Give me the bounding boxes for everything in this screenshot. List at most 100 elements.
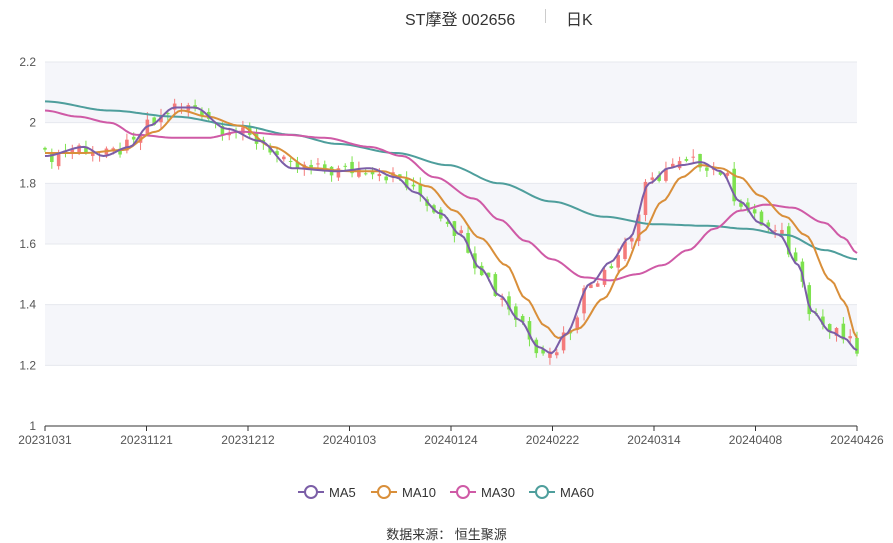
candle-body	[316, 163, 320, 165]
candle-body	[479, 265, 484, 276]
grid-band	[45, 183, 857, 244]
candle-body	[786, 226, 791, 255]
candle-body	[664, 168, 668, 181]
candle-body	[77, 145, 81, 154]
candle-body	[84, 147, 88, 153]
candle-body	[343, 165, 348, 167]
candle-body	[227, 134, 232, 136]
legend-label-ma60: MA60	[560, 484, 594, 500]
candle-body	[541, 349, 545, 354]
x-tick-label: 20240314	[627, 433, 681, 447]
candle-body	[50, 152, 54, 163]
candle-body	[418, 183, 423, 195]
legend-item-ma30[interactable]: MA30	[450, 482, 515, 502]
candle-body	[855, 337, 859, 354]
candle-body	[841, 323, 846, 340]
chart-title-bar: ST摩登 002656 日K	[0, 6, 893, 29]
candle-body	[609, 266, 614, 269]
candle-body	[698, 153, 702, 168]
candle-body	[650, 177, 655, 180]
candle-body	[636, 214, 641, 242]
legend-label-ma5: MA5	[329, 484, 356, 500]
candle-body	[657, 175, 661, 181]
candle-body	[548, 351, 552, 358]
candle-body	[363, 173, 368, 175]
candle-body	[602, 269, 607, 285]
y-tick-label: 1.8	[19, 176, 36, 190]
candle-body	[514, 306, 518, 320]
candle-body	[752, 209, 757, 214]
candle-body	[404, 178, 409, 188]
y-tick-label: 1.2	[19, 358, 36, 372]
legend-item-ma60[interactable]: MA60	[529, 482, 594, 502]
legend-marker-ma5-icon	[298, 485, 324, 499]
candle-body	[732, 168, 736, 202]
candle-body	[595, 283, 600, 287]
candle-body	[309, 164, 313, 168]
candle-body	[220, 125, 225, 136]
legend-marker-ma60-icon	[529, 485, 555, 499]
chart-legend: MA5 MA10 MA30 MA60	[0, 482, 893, 502]
candle-body	[623, 241, 627, 259]
legend-label-ma30: MA30	[481, 484, 515, 500]
candle-body	[459, 230, 464, 234]
candle-body	[691, 156, 696, 158]
candle-body	[575, 317, 580, 330]
y-tick-label: 1.4	[19, 298, 36, 312]
candlestick-chart[interactable]: 1 1.2 1.4 1.6 1.8 2 2.2 20231031 20231121 2023121…	[0, 0, 893, 470]
candle-body	[295, 161, 300, 169]
candle-body	[350, 161, 354, 174]
candle-body	[131, 136, 136, 140]
candle-body	[166, 113, 170, 115]
ma-line-ma30	[44, 109, 858, 282]
ma-line-ma10	[45, 109, 858, 340]
candle-body	[152, 117, 156, 125]
grid-band	[45, 62, 857, 123]
candle-body	[500, 298, 504, 300]
candle-body	[56, 152, 61, 167]
candle-body	[561, 332, 566, 351]
period-label[interactable]: 日K	[566, 12, 593, 29]
candle-body	[357, 168, 361, 177]
candle-body	[827, 324, 832, 333]
candle-body	[739, 202, 743, 207]
candle-body	[718, 171, 723, 175]
candle-body	[766, 222, 771, 227]
candle-body	[670, 163, 675, 167]
candle-body	[746, 202, 750, 209]
y-tick-label: 1	[29, 419, 36, 433]
ma-line-ma5	[44, 106, 858, 355]
title-separator	[545, 9, 546, 23]
stock-title: ST摩登 002656	[405, 12, 516, 29]
x-tick-label: 20240426	[830, 433, 884, 447]
candle-body	[616, 255, 620, 268]
data-source-note: 数据来源： 恒生聚源	[386, 527, 507, 542]
ma-line-ma60	[44, 100, 858, 261]
candle-body	[70, 149, 75, 154]
y-tick-label: 1.6	[19, 237, 36, 251]
candle-body	[254, 132, 259, 144]
legend-item-ma10[interactable]: MA10	[371, 482, 436, 502]
candle-body	[554, 352, 559, 356]
candle-body	[520, 315, 525, 322]
legend-item-ma5[interactable]: MA5	[298, 482, 356, 502]
candle-body	[377, 173, 382, 177]
x-tick-label: 20240124	[424, 433, 478, 447]
candle-body	[241, 127, 245, 134]
candle-body	[322, 164, 327, 172]
candle-body	[125, 139, 129, 151]
candle-body	[370, 171, 375, 175]
x-tick-label: 20231212	[221, 433, 275, 447]
x-tick-label: 20240103	[323, 433, 377, 447]
x-tick-label: 20240408	[729, 433, 783, 447]
candle-body	[118, 148, 122, 155]
candle-body	[288, 160, 293, 162]
candle-body	[43, 147, 47, 150]
candle-body	[411, 184, 416, 187]
legend-marker-ma10-icon	[371, 485, 397, 499]
y-tick-label: 2	[29, 116, 36, 130]
candle-body	[630, 238, 634, 242]
candle-body	[705, 167, 709, 171]
candle-body	[111, 148, 116, 150]
x-tick-label: 20240222	[526, 433, 580, 447]
